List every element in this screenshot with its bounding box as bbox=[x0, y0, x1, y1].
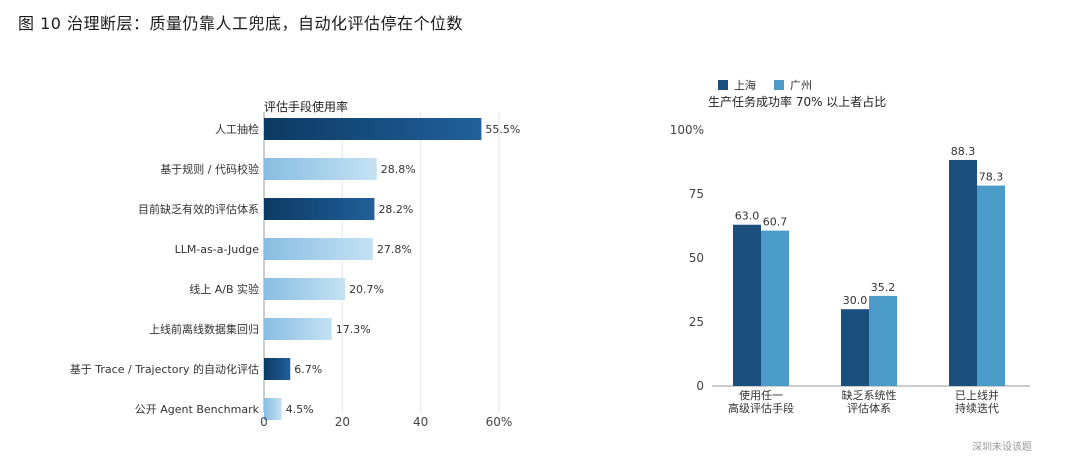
y-tick-label: 25 bbox=[689, 315, 704, 329]
bar bbox=[761, 230, 789, 386]
data-label: 88.3 bbox=[951, 145, 976, 158]
figure-source-note: 深圳未设该题 bbox=[972, 442, 1032, 453]
category-label: 上线前离线数据集回归 bbox=[149, 322, 259, 336]
data-label: 6.7% bbox=[294, 363, 322, 376]
category-label: 缺乏系统性 bbox=[842, 388, 897, 402]
chart-title: 生产任务成功率 70% 以上者占比 bbox=[708, 94, 886, 109]
data-label: 20.7% bbox=[349, 283, 384, 296]
bar bbox=[264, 398, 282, 420]
bar bbox=[264, 318, 332, 340]
bar bbox=[733, 224, 761, 386]
category-label: LLM-as-a-Judge bbox=[175, 243, 260, 256]
legend-swatch bbox=[774, 80, 784, 90]
bar bbox=[264, 238, 373, 260]
category-label: 使用任一 bbox=[739, 389, 783, 402]
legend-swatch bbox=[718, 80, 728, 90]
category-label: 线上 A/B 实验 bbox=[189, 282, 259, 296]
data-label: 60.7 bbox=[763, 216, 788, 229]
legend-label: 广州 bbox=[790, 79, 812, 92]
category-label: 公开 Agent Benchmark bbox=[135, 403, 260, 416]
x-tick-label: 20 bbox=[335, 415, 350, 429]
y-tick-label: 100% bbox=[670, 123, 704, 137]
category-label: 基于 Trace / Trajectory 的自动化评估 bbox=[70, 362, 259, 376]
data-label: 27.8% bbox=[377, 243, 412, 256]
category-label: 持续迭代 bbox=[955, 401, 999, 415]
category-label: 已上线并 bbox=[955, 388, 999, 402]
data-label: 28.2% bbox=[378, 203, 413, 216]
data-label: 78.3 bbox=[979, 171, 1004, 184]
bar bbox=[264, 278, 346, 300]
legend-label: 上海 bbox=[734, 78, 756, 92]
bar bbox=[264, 358, 291, 380]
bar bbox=[869, 295, 897, 386]
legend: 上海 广州 bbox=[718, 78, 812, 92]
y-tick-label: 75 bbox=[689, 187, 704, 201]
y-tick-label: 50 bbox=[689, 251, 704, 265]
category-label: 目前缺乏有效的评估体系 bbox=[138, 202, 259, 216]
category-label: 评估体系 bbox=[847, 401, 891, 415]
data-label: 55.5% bbox=[485, 123, 520, 136]
y-tick-label: 0 bbox=[696, 379, 704, 393]
bar bbox=[264, 118, 482, 140]
bar bbox=[264, 198, 375, 220]
category-label: 高级评估手段 bbox=[728, 401, 794, 415]
data-label: 4.5% bbox=[286, 403, 314, 416]
data-label: 28.8% bbox=[381, 163, 416, 176]
bar bbox=[841, 309, 869, 386]
data-label: 30.0 bbox=[843, 294, 868, 307]
x-tick-label: 60% bbox=[486, 415, 513, 429]
category-label: 基于规则 / 代码校验 bbox=[160, 162, 259, 176]
x-tick-label: 40 bbox=[413, 415, 428, 429]
chart-title: 评估手段使用率 bbox=[264, 99, 348, 114]
x-tick-label: 0 bbox=[260, 415, 268, 429]
category-label: 人工抽检 bbox=[215, 122, 259, 136]
bar bbox=[977, 185, 1005, 386]
data-label: 63.0 bbox=[735, 210, 760, 223]
bar bbox=[949, 159, 977, 386]
data-label: 17.3% bbox=[336, 323, 371, 336]
figure-title: 图 10 治理断层：质量仍靠人工兜底，自动化评估停在个位数 bbox=[18, 14, 464, 33]
bar bbox=[264, 158, 377, 180]
data-label: 35.2 bbox=[871, 281, 896, 294]
